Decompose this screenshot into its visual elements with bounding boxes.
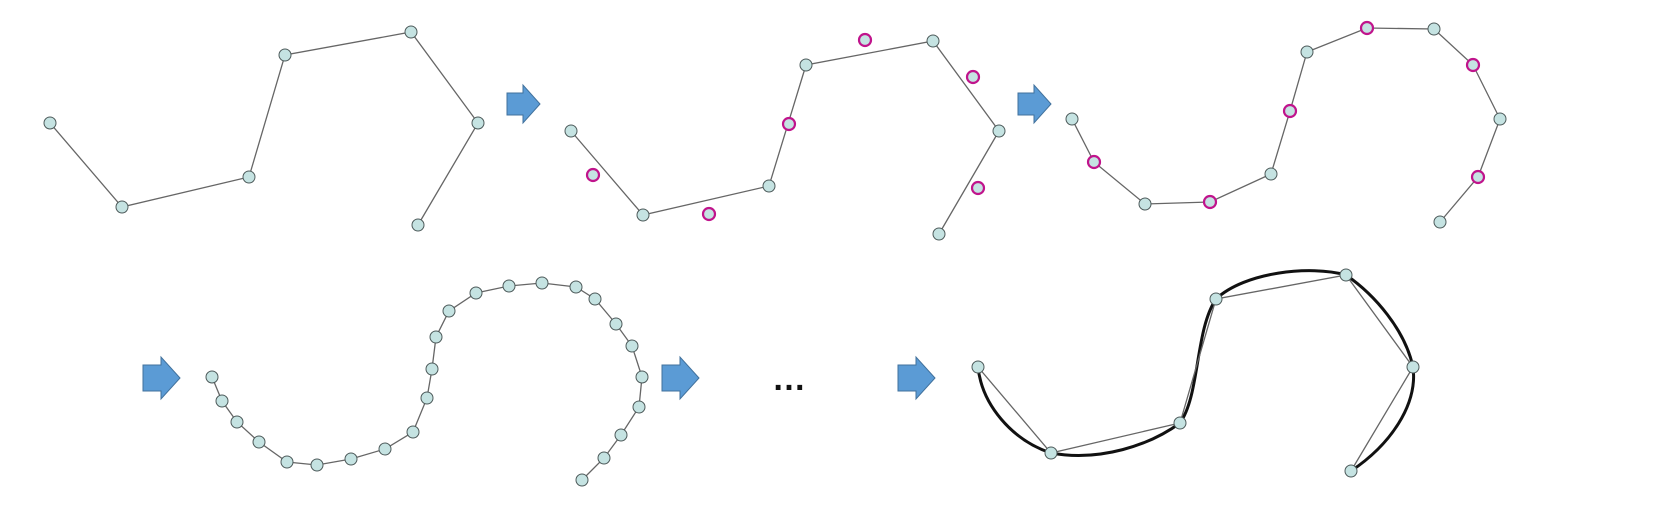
arrow-right-icon <box>506 83 541 125</box>
vertex-point <box>1300 45 1314 59</box>
vertex-point <box>575 473 589 487</box>
vertex-point <box>926 34 940 48</box>
arrow-right-icon <box>142 355 181 401</box>
vertex-point <box>411 218 425 232</box>
vertex-point <box>404 25 418 39</box>
vertex-point <box>535 276 549 290</box>
vertex-point <box>597 451 611 465</box>
vertex-point <box>1344 464 1358 478</box>
vertex-point <box>420 391 434 405</box>
vertex-point <box>1044 446 1058 460</box>
inserted-point <box>857 32 873 48</box>
vertex-point <box>609 317 623 331</box>
vertex-point <box>425 362 439 376</box>
inserted-point <box>781 116 797 132</box>
arrow-right-icon <box>897 355 936 401</box>
stage-limit-curve <box>971 268 1420 478</box>
vertex-point <box>588 292 602 306</box>
inserted-point <box>970 180 986 196</box>
arrow-right-icon <box>1017 83 1052 125</box>
vertex-point <box>378 442 392 456</box>
vertex-point <box>278 48 292 62</box>
vertex-point <box>1433 215 1447 229</box>
vertex-point <box>215 394 229 408</box>
vertex-point <box>1065 112 1079 126</box>
vertex-point <box>1339 268 1353 282</box>
vertex-point <box>1264 167 1278 181</box>
vertex-point <box>932 227 946 241</box>
inserted-point <box>1202 194 1218 210</box>
vertex-point <box>799 58 813 72</box>
vertex-point <box>406 425 420 439</box>
vertex-point <box>442 304 456 318</box>
vertex-point <box>344 452 358 466</box>
vertex-point <box>564 124 578 138</box>
vertex-point <box>1493 112 1507 126</box>
vertex-point <box>43 116 57 130</box>
vertex-point <box>469 286 483 300</box>
vertex-point <box>762 179 776 193</box>
vertex-point <box>471 116 485 130</box>
arrow-right-icon <box>661 355 700 401</box>
inserted-point <box>1359 20 1375 36</box>
vertex-point <box>205 370 219 384</box>
stage-control-polygon <box>43 25 485 232</box>
stage-first-refinement <box>1065 20 1507 229</box>
vertex-point <box>1406 360 1420 374</box>
vertex-point <box>252 435 266 449</box>
vertex-point <box>1427 22 1441 36</box>
vertex-point <box>280 455 294 469</box>
vertex-point <box>1209 292 1223 306</box>
vertex-point <box>1138 197 1152 211</box>
stage-dense-refinement <box>205 276 649 487</box>
inserted-point <box>585 167 601 183</box>
stage-midpoints-inserted <box>564 32 1006 241</box>
vertex-point <box>971 360 985 374</box>
vertex-point <box>230 415 244 429</box>
vertex-point <box>1173 416 1187 430</box>
inserted-point <box>1086 154 1102 170</box>
vertex-point <box>429 330 443 344</box>
vertex-point <box>242 170 256 184</box>
vertex-point <box>614 428 628 442</box>
vertex-point <box>632 400 646 414</box>
vertex-point <box>502 279 516 293</box>
inserted-point <box>965 69 981 85</box>
vertex-point <box>635 370 649 384</box>
vertex-point <box>115 200 129 214</box>
inserted-point <box>1470 169 1486 185</box>
inserted-point <box>1465 57 1481 73</box>
ellipsis-label: … <box>772 360 806 398</box>
vertex-point <box>636 208 650 222</box>
vertex-point <box>310 458 324 472</box>
vertex-point <box>625 339 639 353</box>
vertex-point <box>569 280 583 294</box>
inserted-point <box>701 206 717 222</box>
vertex-point <box>992 124 1006 138</box>
inserted-point <box>1282 103 1298 119</box>
